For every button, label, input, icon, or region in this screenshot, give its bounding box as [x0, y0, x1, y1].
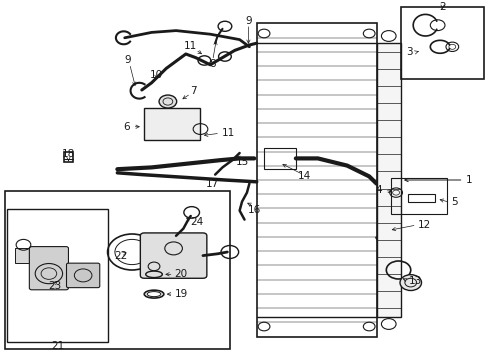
Text: 22: 22	[114, 251, 128, 261]
Bar	[390, 178, 447, 214]
Text: 17: 17	[205, 179, 219, 189]
FancyBboxPatch shape	[29, 247, 68, 290]
Text: 11: 11	[221, 128, 234, 138]
Bar	[144, 108, 200, 140]
Bar	[15, 248, 29, 263]
Bar	[376, 43, 400, 317]
Text: 5: 5	[450, 197, 457, 207]
Text: 6: 6	[122, 122, 129, 132]
Text: 9: 9	[244, 15, 251, 26]
Circle shape	[159, 95, 176, 108]
Text: 9: 9	[124, 55, 131, 65]
Bar	[400, 7, 483, 79]
FancyBboxPatch shape	[140, 233, 206, 278]
Text: 7: 7	[189, 86, 196, 96]
Text: 4: 4	[375, 185, 382, 195]
Bar	[5, 191, 229, 349]
Bar	[63, 152, 73, 162]
Text: 12: 12	[417, 220, 430, 230]
Text: 15: 15	[235, 157, 248, 167]
Bar	[7, 209, 107, 342]
Text: 21: 21	[51, 341, 64, 351]
Bar	[264, 148, 295, 169]
Text: 13: 13	[407, 276, 421, 286]
Text: 2: 2	[438, 2, 445, 12]
Text: 20: 20	[174, 269, 187, 279]
Bar	[256, 23, 376, 337]
Text: 1: 1	[465, 175, 472, 185]
Text: 8: 8	[209, 59, 216, 69]
Circle shape	[399, 275, 421, 291]
Text: 11: 11	[183, 41, 197, 51]
Text: 23: 23	[48, 281, 61, 291]
Text: 10: 10	[150, 70, 163, 80]
Text: 24: 24	[190, 217, 203, 228]
FancyBboxPatch shape	[66, 263, 100, 288]
Text: 18: 18	[61, 149, 75, 159]
Text: 16: 16	[247, 204, 261, 215]
Text: 19: 19	[174, 289, 187, 299]
Bar	[407, 194, 434, 202]
Text: 14: 14	[297, 171, 310, 181]
Text: 3: 3	[406, 47, 412, 57]
